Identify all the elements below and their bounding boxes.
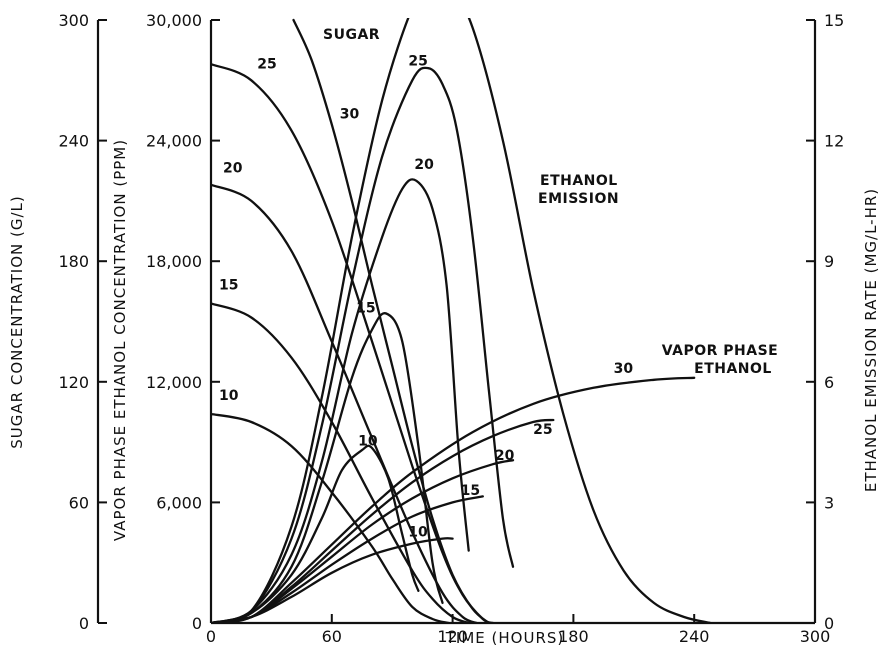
- vapor-annotation-line2: ETHANOL: [694, 361, 772, 377]
- x-tick-label: 0: [206, 627, 216, 646]
- vapor-label-20: 20: [495, 448, 515, 464]
- sugar-curve-20: [211, 183, 478, 623]
- emission-axis-title: ETHANOL EMISSION RATE (MG/L-HR): [862, 188, 880, 492]
- x-tick-label: 180: [558, 627, 589, 646]
- emission-curve-10: [211, 444, 420, 623]
- emission-label-15: 15: [356, 301, 375, 317]
- emission-tick-label: 15: [824, 11, 844, 30]
- x-tick-label: 120: [437, 627, 468, 646]
- vapor-curve-30: [211, 376, 696, 623]
- sugar-label-25: 25: [257, 56, 276, 72]
- emission-label-25: 25: [408, 53, 427, 69]
- ticks-layer: 06012018024030006,00012,00018,00024,0003…: [58, 11, 844, 646]
- sugar-annotation: SUGAR: [323, 27, 380, 43]
- vapor-tick-label: 30,000: [146, 11, 202, 30]
- vapor-tick-label: 18,000: [146, 252, 202, 271]
- emission-tick-label: 6: [824, 373, 834, 392]
- vapor-annotation-line1: VAPOR PHASE: [662, 343, 779, 359]
- emission-curve-25: [211, 66, 515, 623]
- labels-layer: 101520253010152025301015202530: [219, 53, 634, 541]
- emission-curve-15: [211, 312, 444, 623]
- vapor-label-10: 10: [408, 525, 428, 541]
- curves-layer: [211, 18, 712, 623]
- emission-tick-label: 9: [824, 252, 834, 271]
- emission-label-10: 10: [358, 433, 378, 449]
- sugar-tick-label: 240: [58, 132, 89, 151]
- vapor-tick-label: 12,000: [146, 373, 202, 392]
- emission-label-20: 20: [414, 157, 434, 173]
- vapor-tick-label: 0: [192, 614, 202, 633]
- sugar-label-20: 20: [223, 160, 243, 176]
- x-tick-label: 300: [800, 627, 831, 646]
- emission-annotation-line2: EMISSION: [538, 191, 619, 207]
- vapor-curve-15: [211, 495, 484, 623]
- x-axis-title: TIME (HOURS): [445, 629, 565, 647]
- sugar-tick-label: 300: [58, 11, 89, 30]
- emission-curve-30: [211, 18, 712, 623]
- emission-tick-label: 0: [824, 614, 834, 633]
- sugar-label-10: 10: [219, 388, 239, 404]
- vapor-tick-label: 6,000: [156, 493, 202, 512]
- sugar-label-30: 30: [340, 107, 360, 123]
- sugar-tick-label: 0: [79, 614, 89, 633]
- vapor-label-25: 25: [533, 422, 552, 438]
- sugar-curve-15: [211, 302, 470, 623]
- vapor-axis-title: VAPOR PHASE ETHANOL CONCENTRATION (PPM): [111, 139, 129, 541]
- x-tick-label: 240: [679, 627, 710, 646]
- sugar-axis-title: SUGAR CONCENTRATION (G/L): [8, 195, 26, 448]
- vapor-curve-25: [211, 418, 555, 623]
- sugar-label-15: 15: [219, 277, 238, 293]
- emission-tick-label: 12: [824, 132, 844, 151]
- sugar-tick-label: 120: [58, 373, 89, 392]
- sugar-tick-label: 180: [58, 252, 89, 271]
- vapor-label-30: 30: [614, 361, 634, 377]
- x-tick-label: 60: [322, 627, 342, 646]
- sugar-curve-10: [211, 412, 450, 623]
- sugar-curve-30: [292, 18, 490, 623]
- vapor-tick-label: 24,000: [146, 132, 202, 151]
- emission-tick-label: 3: [824, 493, 834, 512]
- emission-annotation-line1: ETHANOL: [540, 173, 618, 189]
- sugar-tick-label: 60: [69, 493, 89, 512]
- emission-curve-20: [211, 178, 470, 623]
- vapor-label-15: 15: [461, 483, 480, 499]
